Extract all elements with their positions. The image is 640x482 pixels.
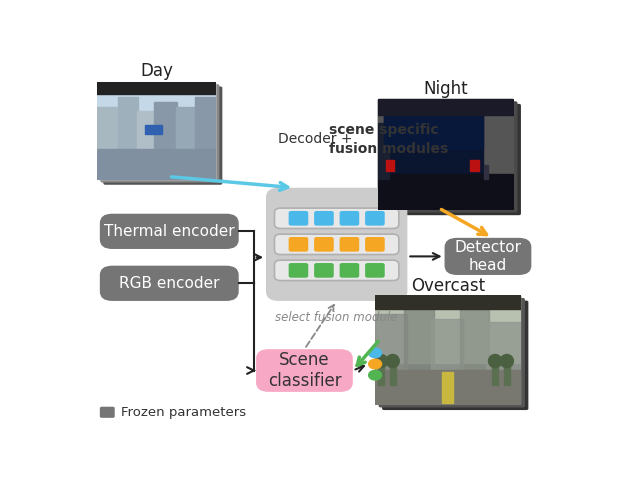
FancyBboxPatch shape [340, 211, 359, 226]
FancyBboxPatch shape [314, 211, 333, 226]
FancyBboxPatch shape [289, 263, 308, 278]
FancyBboxPatch shape [275, 260, 399, 281]
Text: RGB encoder: RGB encoder [119, 276, 220, 291]
Circle shape [369, 370, 381, 380]
FancyBboxPatch shape [275, 234, 399, 254]
FancyBboxPatch shape [365, 237, 385, 252]
FancyBboxPatch shape [103, 86, 222, 185]
FancyBboxPatch shape [385, 104, 521, 215]
FancyBboxPatch shape [100, 266, 239, 301]
FancyBboxPatch shape [382, 301, 529, 410]
FancyBboxPatch shape [289, 211, 308, 226]
Text: Scene
classifier: Scene classifier [268, 351, 341, 390]
Text: Frozen parameters: Frozen parameters [121, 406, 246, 419]
Text: Overcast: Overcast [412, 277, 485, 295]
FancyBboxPatch shape [340, 237, 359, 252]
FancyBboxPatch shape [340, 263, 359, 278]
FancyBboxPatch shape [266, 188, 407, 301]
Text: Decoder +: Decoder + [278, 133, 357, 147]
FancyBboxPatch shape [314, 263, 333, 278]
FancyBboxPatch shape [378, 99, 514, 210]
FancyBboxPatch shape [375, 295, 522, 405]
Text: Thermal encoder: Thermal encoder [104, 224, 235, 239]
Text: Day: Day [140, 62, 173, 80]
Text: Night: Night [424, 80, 468, 98]
Text: scene specific
fusion modules: scene specific fusion modules [330, 123, 449, 156]
FancyBboxPatch shape [97, 82, 216, 180]
FancyBboxPatch shape [365, 211, 385, 226]
FancyBboxPatch shape [275, 208, 399, 228]
Circle shape [369, 359, 381, 369]
FancyBboxPatch shape [365, 263, 385, 278]
FancyBboxPatch shape [256, 349, 353, 392]
Text: Detector
head: Detector head [454, 240, 522, 273]
Text: select fusion module: select fusion module [275, 311, 398, 324]
FancyBboxPatch shape [381, 101, 518, 213]
FancyBboxPatch shape [100, 407, 115, 418]
FancyBboxPatch shape [314, 237, 333, 252]
FancyBboxPatch shape [100, 214, 239, 249]
Circle shape [369, 348, 381, 358]
FancyBboxPatch shape [379, 298, 525, 407]
FancyBboxPatch shape [100, 84, 220, 183]
FancyBboxPatch shape [289, 237, 308, 252]
FancyBboxPatch shape [445, 238, 531, 275]
